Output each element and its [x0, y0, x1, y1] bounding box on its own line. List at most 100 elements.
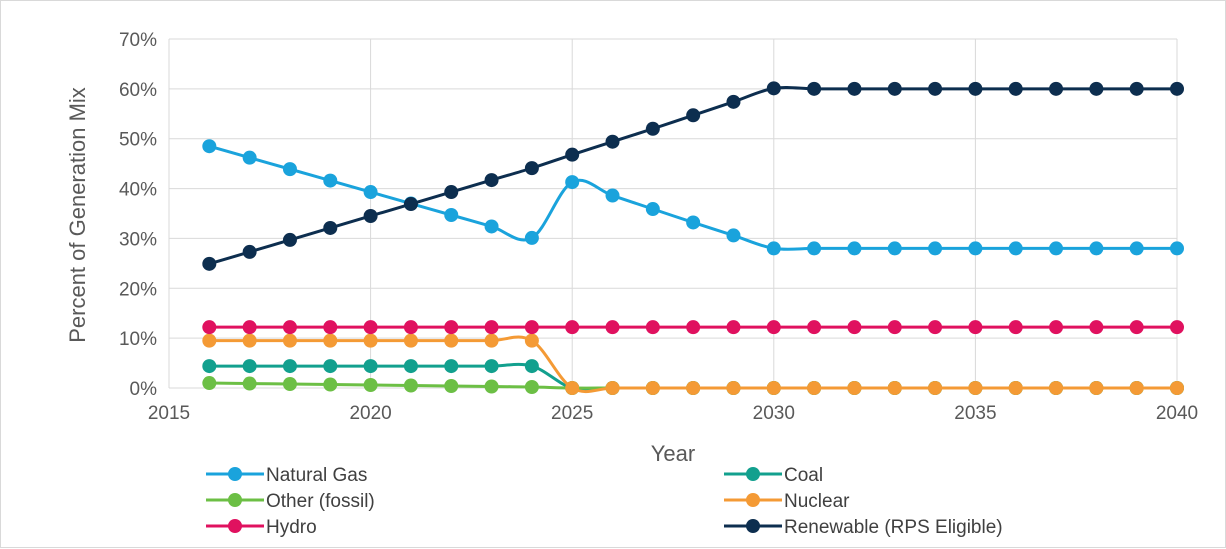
data-point	[887, 320, 902, 335]
data-point	[766, 381, 781, 395]
data-point	[444, 379, 459, 394]
x-tick-label: 2015	[148, 403, 190, 424]
data-point	[1170, 81, 1184, 96]
legend-label: Natural Gas	[266, 465, 367, 486]
data-point	[726, 94, 741, 109]
data-point	[444, 333, 459, 348]
data-point	[363, 333, 378, 348]
data-point	[323, 220, 338, 235]
data-point	[1008, 241, 1023, 256]
data-point	[1008, 381, 1023, 395]
data-point	[887, 381, 902, 395]
data-point	[968, 381, 983, 395]
data-point	[202, 320, 217, 335]
data-point	[1049, 381, 1064, 395]
legend-item: Other (fossil)	[206, 491, 375, 512]
x-tick-label: 2020	[349, 403, 391, 424]
data-point	[524, 320, 539, 335]
legend-marker	[746, 493, 760, 507]
data-point	[645, 320, 660, 335]
data-point	[202, 376, 217, 391]
data-point	[444, 320, 459, 335]
series-hydro	[202, 320, 1184, 335]
data-point	[524, 359, 539, 374]
data-point	[726, 228, 741, 243]
x-tick-label: 2035	[954, 403, 996, 424]
data-point	[686, 320, 701, 335]
x-axis-ticks: 2015 2020 2025 2030 2035 2040	[148, 403, 1198, 424]
data-point	[282, 162, 297, 177]
data-point	[403, 378, 418, 393]
data-point	[484, 219, 499, 234]
data-point	[1089, 81, 1104, 96]
data-point	[766, 241, 781, 256]
y-tick-label: 10%	[119, 329, 157, 350]
data-point	[807, 320, 822, 335]
legend: Natural Gas Coal Other (fossil) Nuclear Hydr…	[206, 465, 1003, 538]
data-point	[847, 241, 862, 256]
data-point	[928, 81, 943, 96]
data-point	[1008, 81, 1023, 96]
data-point	[403, 359, 418, 374]
data-point	[282, 333, 297, 348]
data-point	[323, 359, 338, 374]
legend-label: Nuclear	[784, 491, 850, 512]
plot-series	[202, 81, 1184, 395]
data-point	[1049, 320, 1064, 335]
data-point	[202, 139, 217, 154]
data-point	[686, 215, 701, 230]
data-point	[766, 320, 781, 335]
data-point	[1129, 320, 1144, 335]
data-point	[807, 381, 822, 395]
data-point	[766, 81, 781, 96]
data-point	[323, 377, 338, 392]
data-point	[363, 378, 378, 393]
series-nuclear	[202, 333, 1184, 395]
data-point	[1089, 320, 1104, 335]
data-point	[363, 185, 378, 200]
data-point	[363, 208, 378, 223]
data-point	[1089, 381, 1104, 395]
data-point	[1170, 381, 1184, 395]
data-point	[242, 320, 257, 335]
data-point	[968, 241, 983, 256]
data-point	[928, 381, 943, 395]
data-point	[242, 376, 257, 391]
data-point	[1129, 81, 1144, 96]
data-point	[444, 207, 459, 222]
data-point	[605, 381, 620, 395]
data-point	[565, 320, 580, 335]
data-point	[1049, 241, 1064, 256]
data-point	[645, 381, 660, 395]
data-point	[605, 134, 620, 149]
y-tick-label: 60%	[119, 80, 157, 101]
data-point	[645, 121, 660, 136]
y-axis-ticks: 0% 10% 20% 30% 40% 50% 60% 70%	[119, 30, 157, 400]
data-point	[565, 175, 580, 190]
data-point	[1129, 381, 1144, 395]
data-point	[807, 241, 822, 256]
legend-item: Nuclear	[724, 491, 850, 512]
data-point	[1170, 320, 1184, 335]
data-point	[968, 81, 983, 96]
data-point	[242, 244, 257, 259]
x-tick-label: 2030	[753, 403, 795, 424]
series-renewable-rps-eligible	[202, 81, 1184, 271]
data-point	[524, 333, 539, 348]
legend-item: Renewable (RPS Eligible)	[724, 517, 1003, 538]
data-point	[645, 202, 660, 217]
legend-label: Renewable (RPS Eligible)	[784, 517, 1003, 538]
data-point	[887, 241, 902, 256]
data-point	[1008, 320, 1023, 335]
data-point	[282, 377, 297, 392]
y-tick-label: 50%	[119, 130, 157, 151]
data-point	[323, 320, 338, 335]
data-point	[403, 333, 418, 348]
data-point	[686, 108, 701, 123]
data-point	[282, 359, 297, 374]
data-point	[363, 320, 378, 335]
data-point	[1089, 241, 1104, 256]
data-point	[282, 320, 297, 335]
data-point	[242, 333, 257, 348]
